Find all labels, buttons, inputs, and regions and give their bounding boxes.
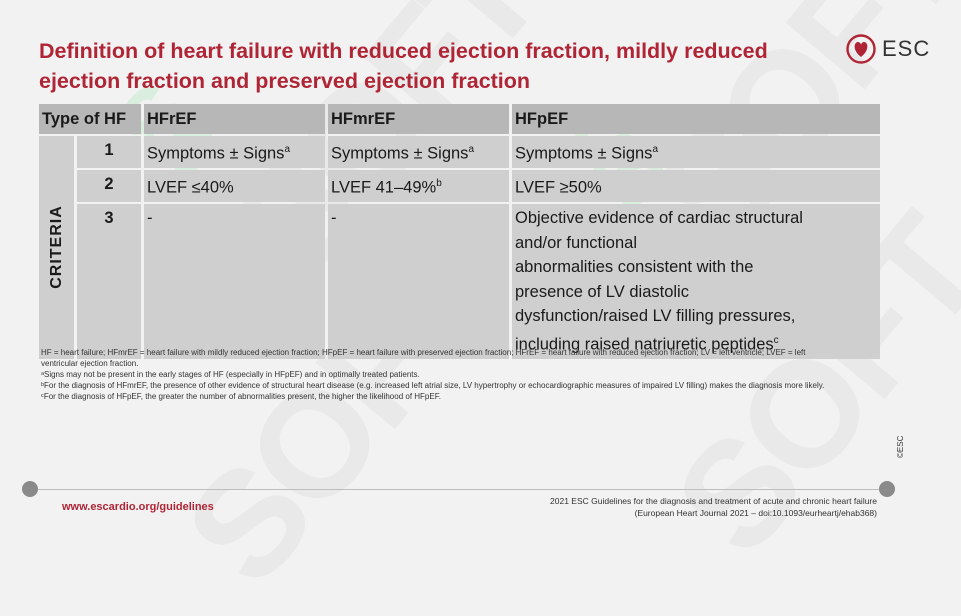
cell-line: presence of LV diastolic bbox=[515, 282, 689, 301]
table-cell: Symptoms ± Signsa bbox=[144, 136, 325, 168]
footnotes: HF = heart failure; HFmrEF = heart failu… bbox=[41, 347, 831, 402]
citation-line: (European Heart Journal 2021 – doi:10.10… bbox=[634, 508, 877, 518]
table-cell: Symptoms ± Signsa bbox=[328, 136, 509, 168]
cell-line: dysfunction/raised LV filling pressures, bbox=[515, 307, 796, 325]
table-cell: - bbox=[144, 204, 325, 359]
cell-line: Objective evidence of cardiac structural bbox=[515, 209, 803, 227]
footnote-b: ᵇFor the diagnosis of HFmrEF, the presen… bbox=[41, 381, 825, 390]
cell-line: and/or functional bbox=[515, 233, 638, 252]
header-type-of-hf: Type of HF bbox=[39, 104, 141, 134]
table-row: CRITERIA 1 Symptoms ± Signsa Symptoms ± … bbox=[39, 136, 880, 359]
footer-divider bbox=[30, 489, 888, 490]
cell-line: abnormalities consistent with the bbox=[515, 258, 754, 276]
header-hfref: HFrEF bbox=[144, 104, 325, 134]
citation: 2021 ESC Guidelines for the diagnosis an… bbox=[550, 495, 877, 519]
footnote-abbreviations: HF = heart failure; HFmrEF = heart failu… bbox=[41, 348, 806, 368]
footnote-a: ᵃSigns may not be present in the early s… bbox=[41, 370, 420, 379]
criteria-cell: CRITERIA bbox=[39, 136, 74, 359]
criteria-number: 2 bbox=[77, 170, 141, 202]
table-header-row: Type of HF HFrEF HFmrEF HFpEF bbox=[39, 104, 880, 134]
footnote-c: ᶜFor the diagnosis of HFpEF, the greater… bbox=[41, 392, 441, 401]
criteria-number: 1 bbox=[77, 136, 141, 168]
logo-text: ESC bbox=[882, 36, 931, 61]
hf-definition-table: Type of HF HFrEF HFmrEF HFpEF CRITERIA 1… bbox=[36, 102, 883, 361]
page-title: Definition of heart failure with reduced… bbox=[39, 39, 768, 93]
table-cell: LVEF ≥50% bbox=[512, 170, 880, 202]
divider-dot-right bbox=[879, 481, 895, 497]
esc-logo: ESC bbox=[846, 34, 930, 64]
table-cell: Objective evidence of cardiac structural… bbox=[512, 204, 880, 359]
criteria-label: CRITERIA bbox=[47, 205, 65, 290]
copyright: ©ESC bbox=[896, 435, 905, 458]
table-cell: LVEF ≤40% bbox=[144, 170, 325, 202]
guidelines-link[interactable]: www.escardio.org/guidelines bbox=[62, 501, 214, 513]
heart-icon bbox=[846, 34, 876, 64]
cell-line: including raised natriuretic peptidesc bbox=[515, 334, 779, 354]
table-cell: LVEF 41–49%b bbox=[328, 170, 509, 202]
table-cell: - bbox=[328, 204, 509, 359]
citation-line: 2021 ESC Guidelines for the diagnosis an… bbox=[550, 496, 877, 506]
table-row: 3 - - Objective evidence of cardiac stru… bbox=[39, 204, 880, 359]
header-hfmref: HFmrEF bbox=[328, 104, 509, 134]
criteria-number: 3 bbox=[77, 204, 141, 359]
table-cell: Symptoms ± Signsa bbox=[512, 136, 880, 168]
table-row: 2 LVEF ≤40% LVEF 41–49%b LVEF ≥50% bbox=[39, 170, 880, 202]
header-hfpef: HFpEF bbox=[512, 104, 880, 134]
divider-dot-left bbox=[22, 481, 38, 497]
